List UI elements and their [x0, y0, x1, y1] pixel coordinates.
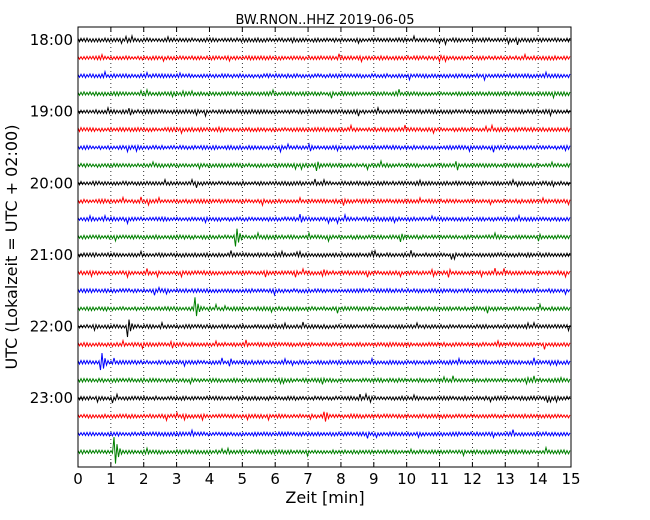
chart-title: BW.RNON..HHZ 2019-06-05: [235, 13, 414, 28]
x-axis-ticks: 0 1 2 3 4 5 6 7 8 9 10 11 12 13 14 15: [73, 27, 581, 488]
trace-row-2045: [77, 228, 571, 247]
trace-row-2300: [77, 392, 571, 405]
trace-row-1815: [77, 52, 571, 64]
trace-row-2030: [77, 212, 571, 226]
x-tick-label: 2: [139, 470, 149, 488]
x-tick-label: 11: [430, 470, 449, 488]
y-tick-label: 21:00: [30, 246, 73, 264]
trace-row-1915: [77, 123, 571, 135]
y-tick-label: 19:00: [30, 103, 73, 121]
y-axis-label: UTC (Lokalzeit = UTC + 02:00): [2, 125, 21, 370]
trace-row-2130: [77, 285, 571, 297]
plot-frame: [77, 26, 572, 468]
y-tick-label: 22:00: [30, 318, 73, 336]
x-tick-label: 7: [303, 470, 313, 488]
trace-row-1800: [77, 33, 571, 47]
y-tick-label: 18:00: [30, 31, 73, 49]
trace-row-2245: [77, 375, 571, 386]
x-tick-label: 3: [172, 470, 182, 488]
x-tick-label: 9: [369, 470, 379, 488]
trace-row-1930: [77, 142, 571, 154]
trace-row-1945: [77, 159, 571, 172]
x-tick-label: 0: [73, 470, 83, 488]
y-axis-ticks: 18:00 19:00 20:00 21:00 22:00 23:00: [30, 31, 571, 407]
trace-row-2100: [77, 248, 571, 261]
y-tick-label: 23:00: [30, 389, 73, 407]
x-tick-label: 12: [463, 470, 482, 488]
y-tick-label: 20:00: [30, 174, 73, 192]
trace-row-2230: [77, 352, 571, 371]
trace-row-2345: [77, 436, 571, 464]
trace-row-2330: [77, 428, 571, 440]
trace-row-2000: [77, 177, 571, 189]
trace-row-2115: [77, 267, 571, 280]
vertical-grid: [110, 27, 539, 467]
trace-row-2015: [77, 195, 571, 208]
trace-row-1845: [77, 87, 571, 100]
trace-row-1830: [77, 69, 571, 82]
trace-rows: [77, 33, 571, 464]
trace-row-1900: [77, 105, 571, 118]
x-tick-label: 6: [270, 470, 280, 488]
x-tick-label: 13: [496, 470, 515, 488]
x-tick-label: 15: [561, 470, 580, 488]
x-tick-label: 1: [106, 470, 116, 488]
x-tick-label: 8: [336, 470, 346, 488]
x-tick-label: 4: [205, 470, 215, 488]
trace-row-2215: [77, 338, 571, 351]
x-tick-label: 14: [529, 470, 548, 488]
trace-row-2315: [77, 410, 571, 423]
trace-row-2200: [77, 319, 571, 338]
x-tick-label: 5: [238, 470, 248, 488]
x-axis-label: Zeit [min]: [285, 488, 364, 507]
trace-row-2145: [77, 297, 571, 317]
x-tick-label: 10: [397, 470, 416, 488]
